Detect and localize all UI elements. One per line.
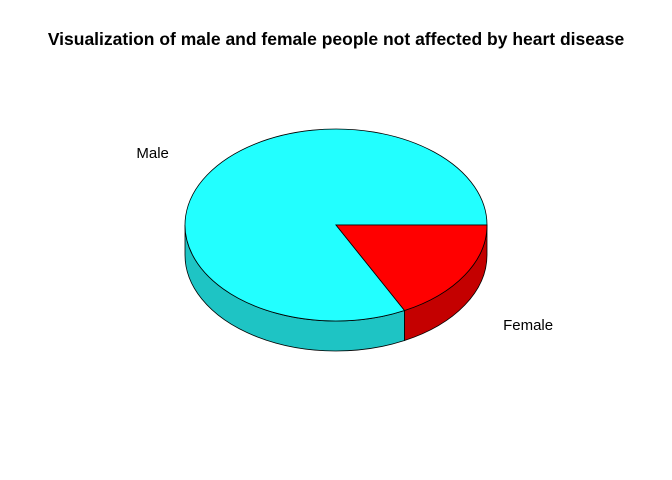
pie-labels: Male Female [136,145,553,334]
pie-label-female: Female [503,317,553,334]
pie-top-faces [184,128,488,322]
pie-slice-male [184,128,488,322]
pie-label-male: Male [136,145,169,162]
pie-slice-female [335,224,488,312]
chart-title: Visualization of male and female people … [47,29,625,49]
